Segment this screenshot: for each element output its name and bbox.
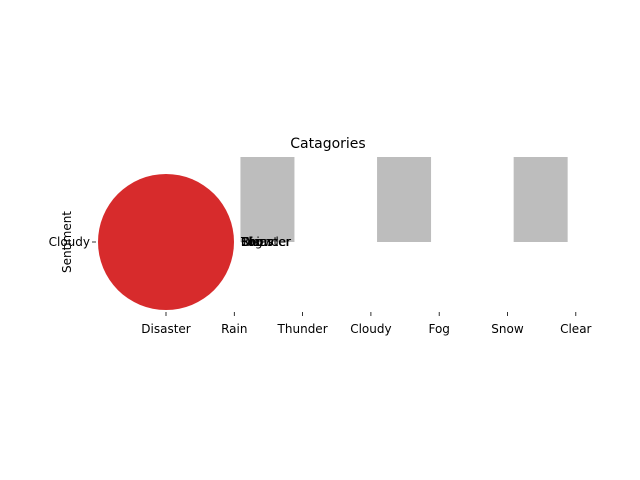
overlap-label-disaster: Disaster [241,235,291,249]
bubble-disaster [98,174,234,310]
y-axis-label: Sentiment [60,211,74,273]
overlap-label-clear: Clear [241,235,272,249]
y-axis-ticks: Cloudy [49,235,96,249]
x-tick-label-cloudy: Cloudy [350,322,391,336]
bars-layer [240,157,568,242]
chart-title: Catagories [290,136,365,152]
x-tick-label-rain: Rain [221,322,247,336]
bar-snow [513,157,568,242]
y-tick-label-cloudy: Cloudy [49,235,90,249]
overlap-label-thunder: Thunder [240,235,291,249]
x-tick-label-thunder: Thunder [277,322,328,336]
x-tick-label-fog: Fog [428,322,449,336]
bar-cloudy [377,157,432,242]
overlap-label-fog: Fog [241,235,262,249]
x-tick-label-clear: Clear [560,322,591,336]
overlap-label-snow: Snow [241,235,274,249]
x-tick-label-disaster: Disaster [141,322,191,336]
x-tick-label-snow: Snow [491,322,524,336]
x-axis-ticks: Disaster Rain Thunder Cloudy Fog Snow Clear [141,312,592,336]
bar-rain [240,157,295,242]
bubble-layer [98,174,234,310]
overlap-label-rain: Rain [241,235,267,249]
